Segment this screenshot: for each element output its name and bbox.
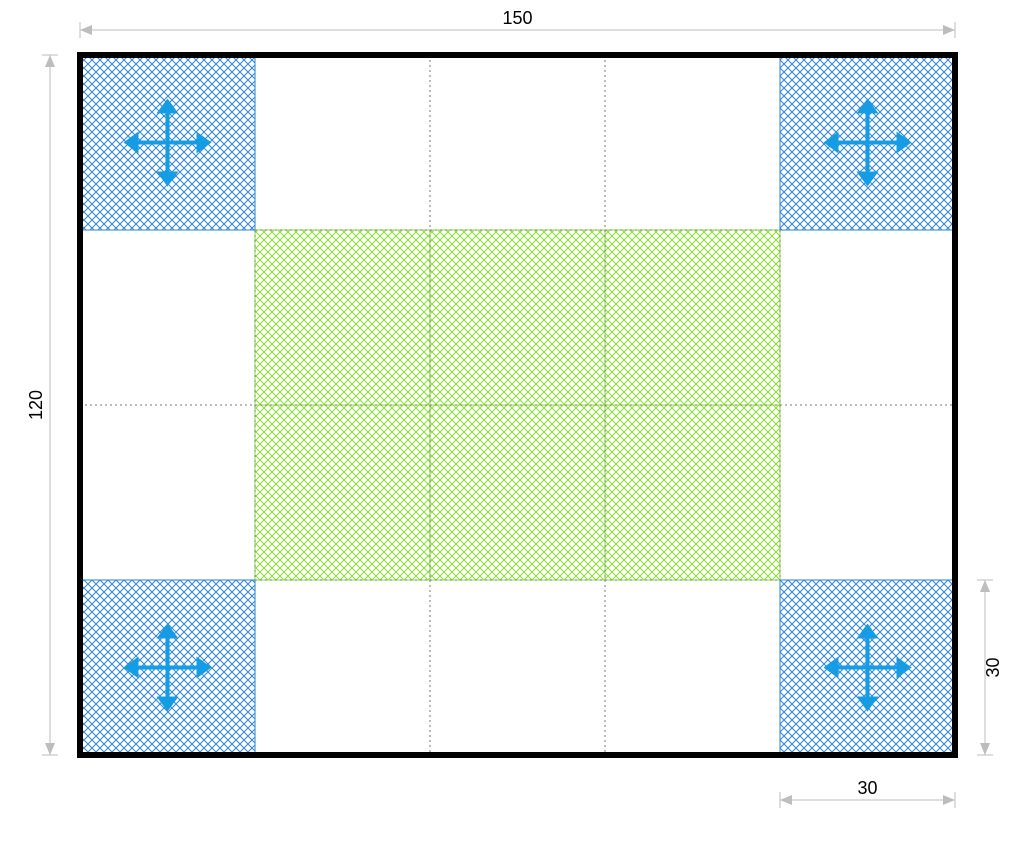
corner-cell: [80, 580, 255, 755]
dim-bottom: 30: [780, 778, 955, 808]
dim-right: 30: [977, 580, 1003, 755]
dim-bottom-value: 30: [857, 778, 877, 798]
dim-right-value: 30: [983, 657, 1003, 677]
corner-cell: [780, 55, 955, 230]
corner-cell: [780, 580, 955, 755]
dim-top: 150: [80, 8, 955, 38]
dim-top-value: 150: [502, 8, 532, 28]
corner-cell: [80, 55, 255, 230]
dim-left-value: 120: [26, 390, 46, 420]
dim-left: 120: [26, 55, 58, 755]
